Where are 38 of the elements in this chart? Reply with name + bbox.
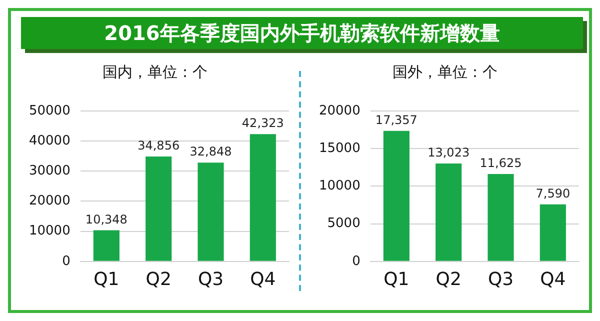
x-tick-label: Q3	[488, 268, 514, 290]
chart-title: 2016年各季度国内外手机勒索软件新增数量	[21, 17, 583, 49]
bar	[383, 130, 410, 261]
bar	[436, 163, 462, 261]
x-tick-label: Q2	[146, 268, 172, 290]
y-tick-label: 0	[352, 254, 360, 269]
data-label: 34,856	[138, 138, 180, 153]
bar	[93, 230, 120, 261]
y-tick-label: 30000	[28, 164, 70, 179]
x-tick-label: Q4	[250, 268, 276, 290]
data-label: 13,023	[428, 146, 470, 160]
y-tick-label: 5000	[327, 216, 360, 232]
data-label: 7,590	[536, 186, 570, 200]
y-tick-label: 10000	[28, 224, 70, 239]
data-label: 32,848	[190, 144, 232, 159]
y-tick-label: 10000	[318, 178, 360, 194]
y-tick-label: 20000	[28, 194, 70, 209]
bar	[198, 162, 224, 261]
x-tick-label: Q4	[540, 268, 566, 290]
y-tick-label: 20000	[318, 103, 360, 118]
bar	[250, 134, 276, 261]
x-tick-label: Q1	[384, 268, 410, 290]
x-tick-label: Q1	[94, 268, 120, 290]
bar	[488, 174, 514, 261]
bar	[540, 204, 566, 261]
data-label: 17,357	[375, 113, 418, 127]
y-tick-label: 40000	[28, 133, 70, 148]
data-label: 42,323	[242, 116, 284, 130]
x-tick-label: Q2	[436, 268, 462, 290]
chart-subtitle: 国内，单位：个	[102, 63, 208, 83]
y-tick-label: 50000	[28, 103, 70, 118]
y-tick-label: 15000	[318, 140, 360, 156]
x-tick-label: Q3	[198, 268, 224, 290]
chart-title: 国外，单位：个	[392, 63, 498, 83]
data-label: 10,348	[85, 212, 128, 226]
bar	[146, 156, 172, 261]
data-label: 11,625	[480, 156, 522, 170]
y-tick-label: 0	[62, 254, 70, 269]
